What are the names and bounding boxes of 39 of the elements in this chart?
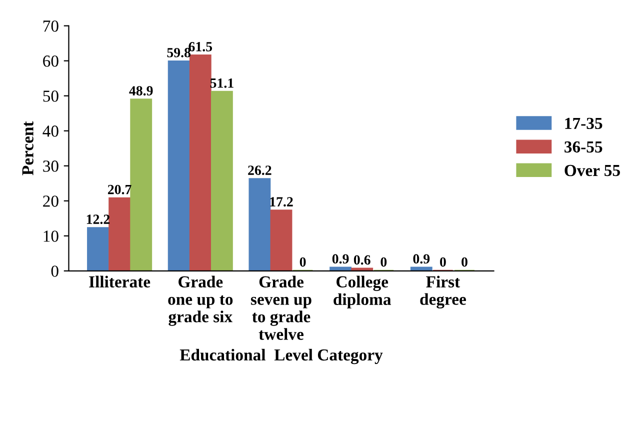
bar (168, 60, 190, 271)
legend-label: 36-55 (564, 141, 602, 153)
bar (108, 197, 131, 271)
data-label: 26.2 (248, 166, 272, 176)
y-axis-title: Percent (22, 121, 34, 176)
data-label: 0 (300, 257, 306, 267)
y-tick-label: 50 (43, 90, 58, 102)
y-tick-label: 10 (44, 230, 58, 242)
x-axis-title: Educational Level Category (180, 348, 383, 364)
data-label: 59.8 (167, 48, 191, 58)
bar (330, 266, 352, 271)
y-tick-label: 30 (43, 160, 58, 172)
y-tick-label: 60 (43, 56, 58, 67)
data-label: 0 (440, 257, 446, 267)
data-label: 0 (462, 257, 468, 267)
x-tick-label: Grade one up to grade six (168, 276, 233, 326)
data-label: 0.9 (332, 254, 349, 264)
legend-label: Over 55 (564, 164, 620, 176)
data-label: 0 (380, 257, 387, 267)
data-label: 48.9 (129, 86, 153, 96)
bar (248, 178, 271, 271)
y-tick-label: 20 (43, 196, 58, 207)
y-tick-label: 0 (51, 266, 58, 277)
bar (189, 54, 212, 271)
bar (210, 90, 233, 271)
data-label: 0.6 (354, 255, 370, 265)
x-tick-label: Grade seven up to grade twelve (250, 276, 312, 340)
bar (130, 98, 152, 271)
data-label: 0.9 (413, 254, 430, 264)
bar (270, 210, 292, 271)
x-tick-label: College diploma (334, 276, 392, 308)
bar (410, 266, 432, 271)
data-label: 61.5 (188, 42, 212, 52)
x-tick-label: First degree (420, 276, 466, 308)
y-tick-label: 70 (43, 20, 58, 32)
x-tick-label: Illiterate (89, 276, 150, 288)
legend-label: 17-35 (565, 118, 602, 130)
y-tick-label: 40 (42, 126, 58, 137)
bar (87, 227, 109, 271)
